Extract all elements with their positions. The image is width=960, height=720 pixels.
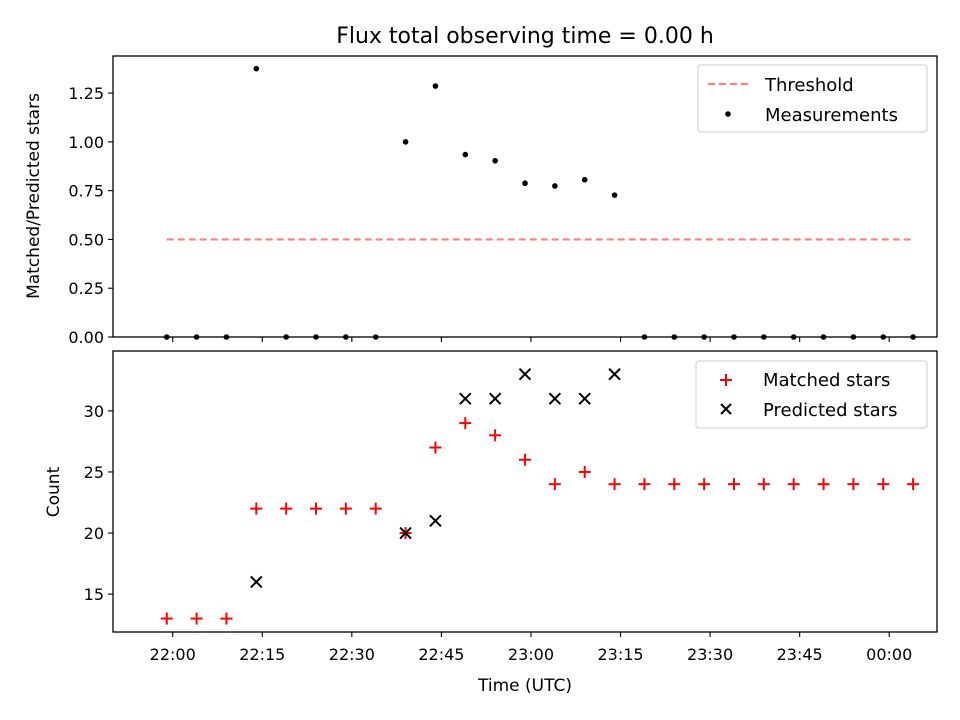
measurement-point xyxy=(402,139,409,145)
matched-stars-point xyxy=(608,478,621,491)
measurement-point xyxy=(581,176,588,183)
count-panel: 15 20 25 30 22:00 22:15 22:30 22:45 23:00 23:15 23… xyxy=(44,350,938,664)
y-tick-label: 1.00 xyxy=(68,133,104,152)
matched-stars-point xyxy=(220,612,233,625)
matched-stars-point xyxy=(668,478,681,491)
top-y-axis-label: Matched/Predicted stars xyxy=(24,93,44,299)
measurement-point xyxy=(432,83,439,89)
matched-stars-point xyxy=(429,441,442,454)
y-tick-label: 0.50 xyxy=(68,230,104,249)
predicted-stars-point xyxy=(548,392,562,405)
matched-stars-point xyxy=(519,453,531,466)
matched-stars-point xyxy=(817,478,830,491)
predicted-stars-point xyxy=(399,526,412,540)
x-tick-label: 00:00 xyxy=(866,645,912,664)
legend-threshold-label: Threshold xyxy=(764,75,854,96)
matched-stars-point xyxy=(877,478,890,491)
bottom-legend: Matched stars Predicted stars xyxy=(695,360,928,429)
predicted-stars-point xyxy=(578,392,591,405)
measurement-point xyxy=(611,192,618,198)
matched-stars-point xyxy=(190,612,203,625)
matched-stars-point xyxy=(310,502,323,515)
x-tick-label: 23:15 xyxy=(597,645,643,664)
legend-matched-swatch xyxy=(720,374,732,386)
matched-stars-point xyxy=(787,478,800,491)
top-axes-frame xyxy=(112,55,938,338)
legend-predicted-swatch xyxy=(720,403,732,415)
predicted-stars-point xyxy=(488,392,502,405)
top-legend: Threshold Measurements xyxy=(697,64,928,133)
y-tick-label: 0.25 xyxy=(68,279,104,298)
matched-stars-point xyxy=(907,478,920,491)
x-tick-label: 22:30 xyxy=(329,645,375,664)
bottom-axes-frame xyxy=(112,350,938,633)
predicted-stars-point xyxy=(518,368,532,381)
y-tick-label: 15 xyxy=(84,585,104,604)
x-tick-label: 22:15 xyxy=(239,645,285,664)
measurement-point xyxy=(492,157,498,164)
x-tick-label: 23:30 xyxy=(687,645,733,664)
y-tick-label: 25 xyxy=(84,463,104,482)
chart-title: Flux total observing time = 0.00 h xyxy=(336,24,714,49)
x-tick-label: 23:45 xyxy=(777,645,823,664)
y-tick-label: 30 xyxy=(84,402,104,421)
matched-stars-point xyxy=(369,502,382,515)
matched-stars-point xyxy=(280,502,293,515)
matched-stars-point xyxy=(638,478,651,491)
predicted-stars-point xyxy=(250,575,263,589)
x-axis-label: Time (UTC) xyxy=(477,676,572,696)
matched-stars-point xyxy=(578,465,591,478)
predicted-stars-point xyxy=(429,514,442,528)
matched-stars-point xyxy=(548,478,561,491)
bottom-legend-box xyxy=(695,360,928,429)
x-tick-label: 22:45 xyxy=(418,645,464,664)
y-tick-label: 20 xyxy=(84,524,104,543)
matched-stars-point xyxy=(757,478,770,491)
matched-stars-point xyxy=(160,612,173,625)
y-tick-label: 1.25 xyxy=(68,84,104,103)
legend-predicted-label: Predicted stars xyxy=(763,400,897,421)
bottom-y-axis-label: Count xyxy=(44,466,64,517)
matched-stars-point xyxy=(459,417,472,430)
y-tick-label: 0.00 xyxy=(68,328,104,347)
matched-stars-point xyxy=(339,502,352,515)
measurement-point xyxy=(522,180,528,187)
ratio-panel: 0.00 0.25 0.50 0.75 1.00 1.25 Matched/Predict… xyxy=(24,55,938,347)
legend-measurements-label: Measurements xyxy=(765,105,898,126)
matched-stars-point xyxy=(489,429,502,442)
top-legend-box xyxy=(697,64,928,133)
matched-stars-point xyxy=(698,478,711,491)
legend-matched-label: Matched stars xyxy=(763,370,890,391)
matched-stars-point xyxy=(727,478,740,491)
matched-stars-point xyxy=(847,478,860,491)
x-tick-label: 23:00 xyxy=(508,645,554,664)
x-tick-label: 22:00 xyxy=(150,645,196,664)
measurement-point xyxy=(462,151,469,158)
predicted-stars-point xyxy=(608,368,621,381)
predicted-stars-point xyxy=(459,392,472,405)
matched-stars-point xyxy=(250,502,263,515)
legend-measurements-swatch xyxy=(725,111,731,117)
measurement-point xyxy=(552,183,558,189)
measurement-point xyxy=(253,65,260,72)
y-tick-label: 0.75 xyxy=(68,182,104,201)
